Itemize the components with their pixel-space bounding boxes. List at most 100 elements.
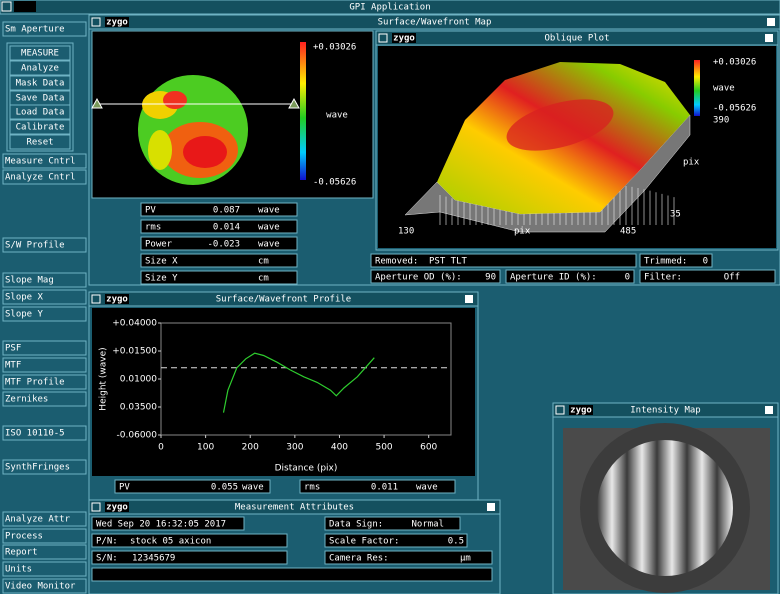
close-icon[interactable] xyxy=(91,502,101,512)
field-value: 0.5 xyxy=(448,537,464,547)
sidebar-button[interactable] xyxy=(2,21,87,37)
sidebar-button[interactable] xyxy=(9,75,71,91)
sidebar-button[interactable] xyxy=(2,169,87,185)
y-tick-label: +0.01500 xyxy=(112,347,157,357)
sidebar-button[interactable] xyxy=(2,306,87,322)
axis-text: pix xyxy=(683,158,700,168)
sidebar-button[interactable] xyxy=(2,528,87,544)
title-bar xyxy=(552,402,779,418)
map-peak xyxy=(183,136,227,168)
sidebar-button[interactable] xyxy=(2,357,87,373)
cut-marker[interactable] xyxy=(288,97,300,109)
field-box xyxy=(140,236,298,251)
sidebar-button-label[interactable]: Load Data xyxy=(16,108,65,118)
close-icon[interactable] xyxy=(378,33,388,43)
colorbar-label: -0.05626 xyxy=(313,178,356,188)
sidebar-button-label[interactable]: Slope X xyxy=(5,293,44,303)
window-title: Measurement Attributes xyxy=(235,503,354,513)
sidebar-button-label[interactable]: Analyze Attr xyxy=(5,515,71,525)
sidebar-button-label[interactable]: Zernikes xyxy=(5,395,48,405)
sidebar-button-label[interactable]: Units xyxy=(5,565,32,575)
field-label: PV xyxy=(119,483,130,493)
sidebar-button[interactable] xyxy=(9,45,71,61)
sidebar-button[interactable] xyxy=(2,289,87,305)
field-unit: wave xyxy=(242,483,264,493)
sidebar-button-label[interactable]: S/W Profile xyxy=(5,241,65,251)
field-label: Size Y xyxy=(145,274,178,284)
sidebar-button-label[interactable]: Video Monitor xyxy=(5,582,76,592)
sidebar-button[interactable] xyxy=(2,511,87,527)
sidebar-button-label[interactable]: MTF xyxy=(5,361,21,371)
field-label: Power xyxy=(145,240,173,250)
sidebar-button-label[interactable]: Measure Cntrl xyxy=(5,157,75,167)
profile-line xyxy=(222,352,375,413)
sidebar-button-label[interactable]: Mask Data xyxy=(16,79,65,89)
sidebar-button[interactable] xyxy=(2,153,87,169)
sidebar-button-label[interactable]: MEASURE xyxy=(21,49,59,59)
sidebar-button-label[interactable]: Analyze Cntrl xyxy=(5,173,75,183)
close-icon[interactable] xyxy=(91,294,101,304)
sidebar-button-label[interactable]: Slope Y xyxy=(5,310,44,320)
sidebar-button[interactable] xyxy=(2,340,87,356)
sidebar-button[interactable] xyxy=(9,134,71,150)
field-box xyxy=(91,516,245,531)
field-label: Size X xyxy=(145,257,178,267)
sidebar-button-label[interactable]: Analyze xyxy=(21,64,59,74)
field-box xyxy=(299,479,456,494)
menu-icon[interactable] xyxy=(487,503,495,511)
colorbar-label: 390 xyxy=(713,116,729,126)
field-label: rms xyxy=(304,483,320,493)
y-tick-label: 0.03500 xyxy=(120,403,157,413)
sidebar-button-label[interactable]: MTF Profile xyxy=(5,378,65,388)
close-icon[interactable] xyxy=(555,405,565,415)
close-icon[interactable] xyxy=(91,17,101,27)
action-group xyxy=(6,42,74,152)
y-axis-label: Height (wave) xyxy=(99,347,109,410)
field-value: 0.011 xyxy=(371,483,398,493)
sidebar-button[interactable] xyxy=(9,119,71,135)
sidebar-button[interactable] xyxy=(2,272,87,288)
sidebar-button[interactable] xyxy=(2,374,87,390)
sidebar-button[interactable] xyxy=(2,459,87,475)
field-box xyxy=(140,219,298,234)
field-value: 0.055 xyxy=(211,483,238,493)
sidebar-button[interactable] xyxy=(9,104,71,120)
x-tick-label: 400 xyxy=(331,443,348,453)
y-tick-label: +0.04000 xyxy=(112,319,157,329)
menu-icon[interactable] xyxy=(765,34,773,42)
colorbar xyxy=(694,60,700,116)
field-value: Wed Sep 20 16:32:05 2017 xyxy=(96,520,226,530)
intensity-aperture xyxy=(597,440,733,576)
sidebar-button-label[interactable]: Reset xyxy=(26,138,53,148)
sidebar-button-label[interactable]: Process xyxy=(5,532,43,542)
sidebar-button[interactable] xyxy=(2,544,87,560)
sidebar-button-label[interactable]: Sm Aperture xyxy=(5,25,65,35)
surface-peak xyxy=(506,99,614,151)
sidebar-button[interactable] xyxy=(2,237,87,253)
sidebar-button[interactable] xyxy=(2,425,87,441)
sidebar-button-label[interactable]: SynthFringes xyxy=(5,463,70,473)
sidebar-button[interactable] xyxy=(2,578,87,594)
sidebar-button-label[interactable]: PSF xyxy=(5,344,21,354)
colorbar-label: wave xyxy=(713,84,735,94)
app-title-bar xyxy=(0,0,780,15)
sidebar-button-label[interactable]: Calibrate xyxy=(16,123,65,133)
sidebar-button-label[interactable]: Save Data xyxy=(16,94,65,104)
menu-icon[interactable] xyxy=(765,406,773,414)
logo: zygo xyxy=(570,406,592,416)
field-label: Aperture ID (%): xyxy=(510,273,597,283)
sidebar-button-label[interactable]: Slope Mag xyxy=(5,276,54,286)
menu-icon[interactable] xyxy=(767,18,775,26)
logo: zygo xyxy=(106,503,128,513)
field-box xyxy=(91,533,288,548)
sidebar-button-label[interactable]: ISO 10110-5 xyxy=(5,429,65,439)
y-tick-label: -0.06000 xyxy=(117,431,158,441)
cut-marker[interactable] xyxy=(91,97,103,109)
sidebar-button-label[interactable]: Report xyxy=(5,548,38,558)
sidebar-button[interactable] xyxy=(2,391,87,407)
field-value: 0.087 xyxy=(213,206,240,216)
menu-icon[interactable] xyxy=(465,295,473,303)
sidebar-button[interactable] xyxy=(2,561,87,577)
sidebar-button[interactable] xyxy=(9,60,71,76)
